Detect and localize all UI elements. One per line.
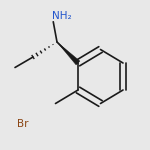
Text: Br: Br: [18, 119, 29, 129]
Text: NH₂: NH₂: [52, 11, 71, 21]
Polygon shape: [57, 42, 80, 65]
